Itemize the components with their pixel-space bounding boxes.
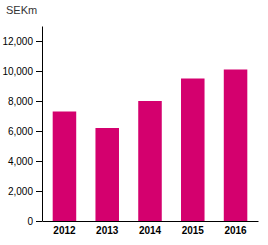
tick-label: 6,000 (8, 126, 33, 137)
tick: 6,000 (8, 126, 42, 137)
bar (181, 79, 205, 222)
tick: 2013 (96, 225, 119, 236)
axis-line (42, 27, 43, 222)
bar (95, 128, 119, 221)
tick: 2016 (224, 225, 247, 236)
x-axis: 2012 2013 2014 2015 2016 (43, 222, 259, 237)
tick-label: 2016 (224, 225, 247, 236)
chart: 02,0004,0006,0008,00010,00012,0002012201… (0, 0, 268, 245)
tick: 2014 (139, 225, 162, 236)
tick-label: 4,000 (8, 156, 33, 167)
y-label: SEKm (6, 4, 37, 16)
tick: 10,000 (2, 66, 42, 77)
tick-label: 10,000 (2, 66, 33, 77)
tick-mark (36, 41, 42, 42)
tick-label: 2013 (96, 225, 119, 236)
tick: 4,000 (8, 156, 42, 167)
bar (138, 101, 162, 221)
tick: 8,000 (8, 96, 42, 107)
tick-mark (36, 101, 42, 102)
tick-label: 8,000 (8, 96, 33, 107)
bars (53, 70, 248, 222)
tick: 2012 (53, 225, 76, 236)
plot: 02,0004,0006,0008,00010,00012,0002012201… (2, 27, 258, 237)
tick-label: 2015 (182, 225, 205, 236)
tick-label: 2012 (53, 225, 76, 236)
tick-label: 12,000 (2, 36, 33, 47)
bar (224, 70, 248, 222)
y-axis: 0 2,000 4,000 6,000 8,000 10,000 12,000 (2, 27, 42, 227)
tick: 0 (27, 216, 42, 227)
tick-mark (36, 161, 42, 162)
tick-label: 2014 (139, 225, 162, 236)
tick-label: 2,000 (8, 186, 33, 197)
tick-mark (36, 131, 42, 132)
tick: 12,000 (2, 36, 42, 47)
axis-line (43, 221, 259, 222)
tick-mark (36, 191, 42, 192)
tick: 2015 (182, 225, 205, 236)
tick-mark (36, 221, 42, 222)
tick-label: 0 (27, 216, 33, 227)
bar (53, 112, 77, 222)
tick: 2,000 (8, 186, 42, 197)
tick-mark (36, 71, 42, 72)
